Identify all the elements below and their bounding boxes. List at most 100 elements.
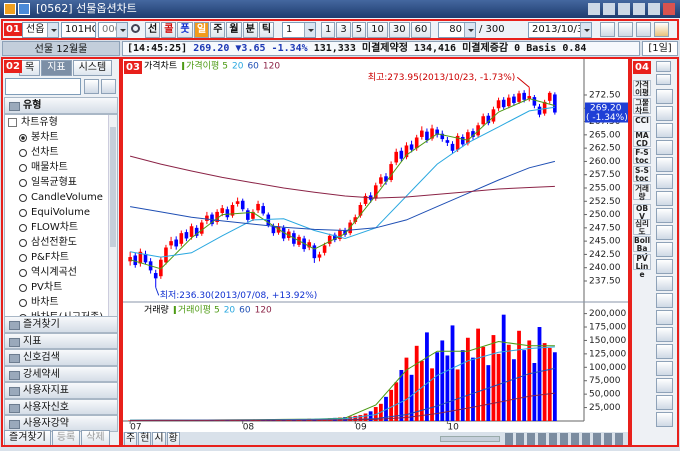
- tool-icon[interactable]: [603, 3, 615, 15]
- scroll-up[interactable]: [656, 61, 671, 72]
- indicator-button[interactable]: PV Line: [633, 254, 651, 279]
- tree-item[interactable]: PV차트: [5, 280, 117, 295]
- drawing-tool[interactable]: [656, 208, 673, 223]
- drawing-tool[interactable]: [656, 157, 673, 172]
- tree-item[interactable]: P&F차트: [5, 250, 117, 265]
- drawing-tool[interactable]: [656, 123, 673, 138]
- drawing-tool[interactable]: [656, 89, 673, 104]
- chart-tool-button[interactable]: 현: [138, 432, 152, 446]
- search-input[interactable]: [5, 78, 81, 95]
- type-button[interactable]: 콜: [161, 22, 177, 38]
- drawing-tool[interactable]: [656, 344, 673, 359]
- tool-icon[interactable]: [618, 3, 630, 15]
- unit-select[interactable]: 1: [282, 22, 316, 38]
- interval-button[interactable]: 60: [410, 22, 432, 38]
- drawing-tool[interactable]: [656, 174, 673, 189]
- group-header[interactable]: 유형: [4, 97, 118, 114]
- date-select[interactable]: 2013/10/31: [528, 22, 592, 38]
- section-header[interactable]: 사용자신호: [4, 398, 118, 415]
- section-header[interactable]: 강세약세: [4, 365, 118, 382]
- period-button[interactable]: 주: [210, 22, 226, 38]
- panel-tab[interactable]: 목: [19, 60, 41, 76]
- panel-tab[interactable]: 시스템: [72, 60, 113, 76]
- download-button[interactable]: [101, 79, 116, 94]
- drawing-tool[interactable]: [656, 106, 673, 121]
- tree-item[interactable]: 매물차트: [5, 160, 117, 175]
- indicator-button[interactable]: 심리도: [633, 219, 651, 236]
- tool-button[interactable]: [600, 22, 615, 37]
- drawing-tool[interactable]: [656, 276, 673, 291]
- period-button[interactable]: 일: [194, 22, 210, 38]
- section-header[interactable]: 사용자지표: [4, 382, 118, 399]
- drawing-tool[interactable]: [656, 310, 673, 325]
- indicator-button[interactable]: Boll Band: [633, 236, 651, 261]
- chart-tool-button[interactable]: 황: [166, 432, 180, 446]
- panel-button[interactable]: 삭제: [81, 430, 110, 446]
- section-header[interactable]: 지표: [4, 332, 118, 349]
- section-header[interactable]: 신호검색: [4, 349, 118, 366]
- tool-icon[interactable]: [588, 3, 600, 15]
- tree-item[interactable]: 바차트: [5, 295, 117, 310]
- chart-tool-button[interactable]: 주: [124, 432, 138, 446]
- type-button[interactable]: 풋: [177, 22, 193, 38]
- period-button[interactable]: 틱: [258, 22, 275, 38]
- period-button[interactable]: 분: [242, 22, 258, 38]
- panel-button[interactable]: 즐겨찾기: [4, 430, 51, 446]
- tool-button[interactable]: [654, 22, 669, 37]
- indicator-button[interactable]: F-Stoc: [633, 148, 651, 165]
- interval-button[interactable]: 30: [388, 22, 410, 38]
- tree-item[interactable]: 봉차트: [5, 130, 117, 145]
- interval-button[interactable]: 1: [321, 22, 336, 38]
- scroll-down[interactable]: [656, 74, 671, 85]
- navigation-buttons[interactable]: [505, 433, 623, 445]
- interval-button[interactable]: 5: [351, 22, 367, 38]
- indicator-button[interactable]: CCI: [633, 116, 651, 132]
- tree-item[interactable]: EquiVolume: [5, 205, 117, 220]
- tree-item[interactable]: 삼선전환도: [5, 235, 117, 250]
- maximize-button[interactable]: [648, 3, 660, 15]
- interval-button[interactable]: 10: [367, 22, 388, 38]
- market-select[interactable]: 선옵: [22, 22, 59, 38]
- indicator-button[interactable]: 거래량: [633, 184, 651, 201]
- panel-button[interactable]: 등록: [51, 430, 81, 446]
- tree-item[interactable]: CandleVolume: [5, 190, 117, 205]
- tree-item[interactable]: 역시계곡선: [5, 265, 117, 280]
- drawing-tool[interactable]: [656, 140, 673, 155]
- section-header[interactable]: 즐겨찾기: [4, 316, 118, 333]
- interval-button[interactable]: 3: [336, 22, 351, 38]
- search-button[interactable]: [84, 79, 99, 94]
- indicator-button[interactable]: MACD: [633, 131, 651, 148]
- drawing-tool[interactable]: [656, 395, 673, 410]
- drawing-tool[interactable]: [656, 378, 673, 393]
- indicator-button[interactable]: 가격이평: [633, 80, 651, 97]
- tree-item[interactable]: 일목균형표: [5, 175, 117, 190]
- tree-item[interactable]: FLOW차트: [5, 220, 117, 235]
- type-button[interactable]: 선: [145, 22, 161, 38]
- zoom-slider[interactable]: [440, 436, 500, 442]
- chart-tool-button[interactable]: 시: [152, 432, 166, 446]
- drawing-tool[interactable]: [656, 327, 673, 342]
- period-button[interactable]: 월: [226, 22, 242, 38]
- symbol-input[interactable]: 101HC: [61, 22, 96, 38]
- indicator-button[interactable]: 그물차트: [633, 98, 651, 115]
- tree-root[interactable]: 차트유형: [5, 115, 117, 130]
- help-icon[interactable]: [18, 3, 30, 15]
- indicator-button[interactable]: S-Stoc: [633, 166, 651, 183]
- display-count[interactable]: 80: [438, 22, 476, 38]
- count-spinner[interactable]: 000: [98, 22, 128, 38]
- drawing-tool[interactable]: [656, 259, 673, 274]
- tree-item[interactable]: 선차트: [5, 145, 117, 160]
- tool-button[interactable]: [618, 22, 633, 37]
- indicator-button[interactable]: OBV: [633, 204, 651, 221]
- search-icon[interactable]: [131, 24, 140, 33]
- minimize-button[interactable]: [633, 3, 645, 15]
- drawing-tool[interactable]: [656, 412, 673, 427]
- drawing-tool[interactable]: [656, 361, 673, 376]
- drawing-tool[interactable]: [656, 191, 673, 206]
- panel-tab[interactable]: 지표: [41, 60, 72, 76]
- drawing-tool[interactable]: [656, 225, 673, 240]
- close-button[interactable]: [663, 3, 675, 15]
- scrollbar[interactable]: [108, 115, 117, 363]
- drawing-tool[interactable]: [656, 293, 673, 308]
- tool-button[interactable]: [636, 22, 651, 37]
